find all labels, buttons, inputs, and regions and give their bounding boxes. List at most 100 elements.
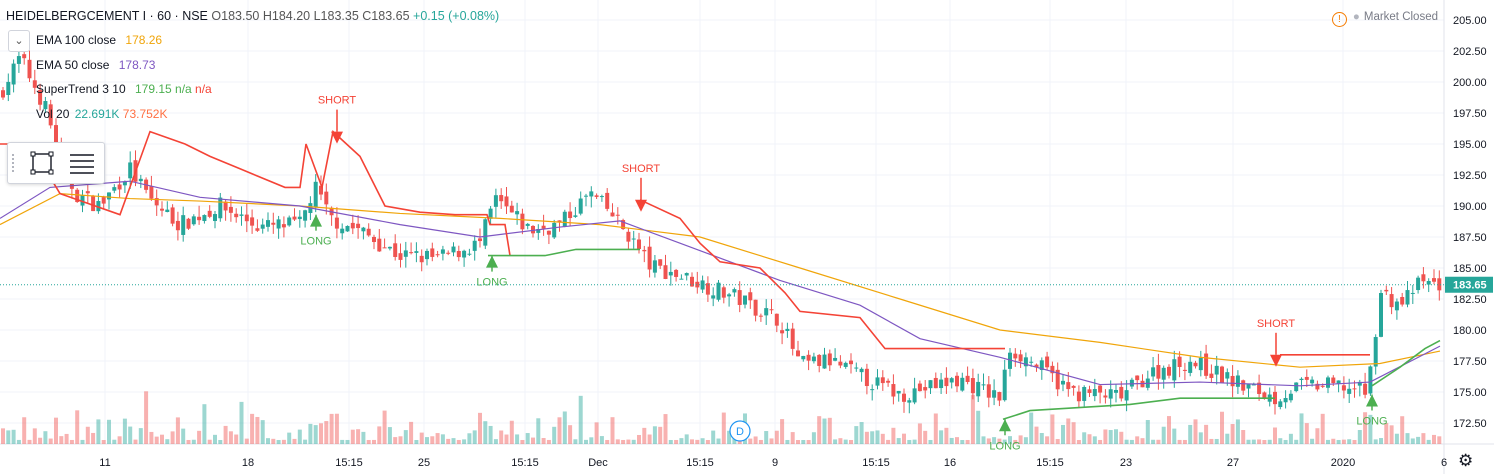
candle-body: [679, 278, 684, 280]
candle-body: [1082, 387, 1087, 401]
volume-bar: [981, 436, 986, 444]
candle-body: [1092, 389, 1097, 397]
volume-bar: [976, 410, 981, 444]
candle-body: [1299, 378, 1304, 381]
candle-body: [955, 375, 959, 387]
rectangle-icon[interactable]: [30, 151, 54, 175]
collapse-legend-button[interactable]: ⌄: [8, 30, 30, 52]
candle-body: [160, 208, 164, 211]
volume-bar: [944, 427, 949, 444]
volume-bar: [1220, 411, 1224, 444]
volume-bar: [107, 419, 111, 444]
candle-body: [493, 195, 498, 207]
candle-body: [637, 239, 641, 250]
candle-body: [1341, 385, 1346, 391]
indicator-value-2: n/a: [175, 82, 192, 96]
drawing-toolbar: [7, 142, 105, 184]
volume-bar: [266, 438, 270, 444]
volume-bar: [1347, 439, 1352, 444]
chevron-down-icon: ⌄: [14, 35, 24, 47]
candle-body: [615, 214, 620, 216]
candle-body: [711, 295, 716, 299]
supertrend-up-line: [1371, 339, 1441, 387]
volume-bar: [1151, 439, 1156, 444]
volume-bar: [1400, 416, 1405, 444]
volume-bar: [1246, 439, 1251, 444]
dividend-marker: [729, 420, 751, 442]
volume-bar: [223, 425, 228, 444]
candle-body: [923, 387, 928, 391]
candle-body: [403, 250, 408, 257]
candle-body: [43, 101, 48, 110]
volume-bar: [509, 420, 514, 444]
candle-body: [864, 368, 869, 387]
indicator-value: 22.691K: [74, 107, 120, 121]
gear-icon[interactable]: ⚙: [1458, 451, 1474, 470]
volume-bar: [435, 433, 440, 444]
candle-body: [695, 281, 700, 288]
short-signal-arrow: [331, 131, 343, 144]
volume-bar: [149, 431, 154, 444]
indicator-volume[interactable]: Vol 20 22.691K 73.752K: [36, 107, 168, 121]
candle-body: [610, 212, 615, 217]
volume-bar: [923, 430, 928, 444]
volume-bar: [493, 439, 498, 444]
volume-bar: [933, 413, 938, 444]
candle-body: [1204, 353, 1209, 376]
ema50-line: [0, 180, 1441, 387]
candle-body: [1220, 366, 1224, 383]
volume-bar: [965, 439, 970, 444]
candle-body: [1066, 382, 1071, 390]
candle-body: [584, 195, 588, 197]
candle-body: [334, 217, 339, 229]
indicator-value: 179.15: [134, 82, 172, 96]
candle-body: [1352, 388, 1357, 390]
indicator-ema50[interactable]: EMA 50 close 178.73: [36, 58, 155, 72]
volume-bar: [562, 411, 567, 444]
candle-body: [319, 185, 323, 195]
volume-bar: [1437, 436, 1442, 444]
drag-handle[interactable]: [12, 154, 18, 172]
indicator-supertrend[interactable]: SuperTrend 3 10 179.15 n/a n/a: [36, 82, 212, 96]
volume-bar: [101, 440, 106, 444]
volume-bar: [324, 421, 329, 444]
candle-body: [1373, 337, 1378, 367]
indicator-ema100[interactable]: EMA 100 close 178.26: [36, 33, 162, 47]
volume-bar: [1241, 430, 1246, 444]
lines-icon[interactable]: [68, 151, 96, 175]
y-tick-label: 192.50: [1453, 170, 1487, 182]
market-status[interactable]: ! ● Market Closed: [1331, 11, 1438, 27]
volume-bar: [1193, 419, 1198, 444]
volume-bar: [11, 429, 16, 444]
symbol-title[interactable]: HEIDELBERGCEMENT I · 60 · NSE: [6, 9, 208, 23]
candle-body: [1182, 369, 1187, 371]
volume-bar: [1331, 438, 1336, 444]
candle-body: [234, 213, 239, 218]
candle-body: [658, 259, 663, 266]
candle-body: [663, 265, 668, 279]
volume-bar: [568, 425, 573, 444]
candle-body: [589, 191, 594, 197]
volume-bar: [319, 423, 323, 444]
candle-body: [255, 228, 260, 231]
candle-body: [886, 380, 891, 383]
volume-bar: [419, 432, 424, 444]
indicator-value-2: 73.752K: [122, 107, 168, 121]
volume-bar: [1320, 413, 1325, 444]
candle-body: [85, 191, 90, 194]
candle-body: [705, 283, 710, 295]
volume-bar: [334, 413, 339, 444]
volume-bar: [1357, 430, 1362, 444]
candle-body: [154, 198, 159, 206]
candle-body: [917, 383, 922, 392]
candle-body: [785, 328, 790, 331]
volume-bar: [960, 439, 965, 444]
y-tick-label: 172.50: [1453, 418, 1487, 430]
volume-bar: [228, 431, 233, 444]
candle-body: [472, 240, 477, 251]
candle-body: [112, 187, 117, 191]
candle-body: [1034, 364, 1039, 368]
volume-bar: [96, 419, 101, 444]
